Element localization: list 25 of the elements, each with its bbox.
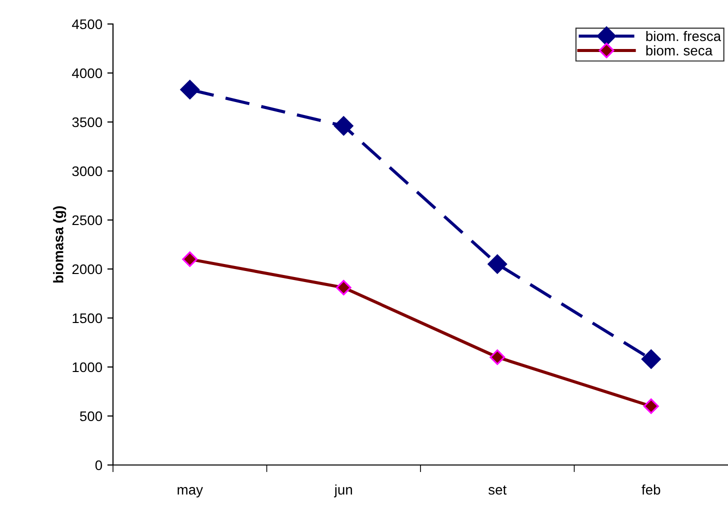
y-tick-label: 500 [80,411,102,422]
point [334,116,354,136]
point [643,398,659,414]
y-tick-label: 4000 [72,68,102,78]
point [180,80,200,100]
y-axis-title: biomasa (g) [53,206,66,283]
y-tick-label: 1500 [72,313,102,324]
point [182,251,198,267]
y-tick-label: 3000 [72,166,102,176]
point [336,280,352,296]
y-tick-label: 3500 [72,117,102,128]
y-tick-label: 0 [95,460,102,470]
y-tick-label: 1000 [72,362,102,372]
point [490,349,506,365]
point [488,254,508,274]
point [641,349,661,369]
y-tick-label: 2500 [72,215,102,226]
y-tick-label: 4500 [72,19,102,30]
x-tick-label: may [178,487,203,498]
y-tick-label: 2000 [72,264,102,274]
x-tick-label: jun [334,484,352,498]
x-tick-label: set [488,486,507,495]
legend-label: biom. seca [646,45,713,56]
legend-label: biom. fresca [646,30,722,42]
x-tick-label: feb [642,484,660,495]
